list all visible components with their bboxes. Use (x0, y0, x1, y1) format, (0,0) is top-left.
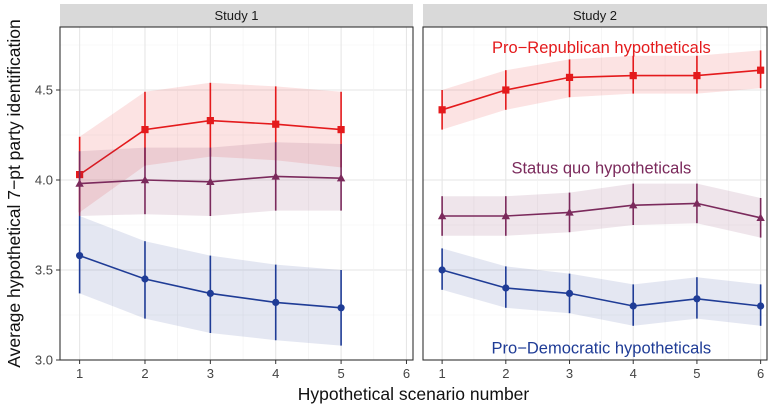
series-line (442, 202, 761, 219)
x-tick-label: 3 (566, 366, 573, 381)
x-tick-label: 2 (502, 366, 509, 381)
series-line (441, 269, 761, 307)
data-point-circle (76, 252, 84, 260)
data-point-circle (272, 298, 280, 306)
data-point-circle (565, 289, 574, 297)
data-point-square (629, 72, 637, 80)
x-tick-label: 4 (630, 366, 637, 381)
x-tick-label: 3 (207, 366, 214, 381)
data-point-circle (438, 266, 446, 274)
x-axis-label: Hypothetical scenario number (298, 384, 530, 404)
data-point-triangle (140, 175, 150, 184)
data-point-square (565, 73, 574, 81)
data-point-square (757, 66, 765, 74)
data-point-triangle (692, 199, 702, 207)
series-annotation: Status quo hypotheticals (511, 159, 691, 177)
data-point-triangle (336, 173, 346, 182)
data-point-square (502, 86, 510, 94)
data-point-triangle (629, 200, 638, 209)
panel-strip (423, 4, 767, 27)
y-tick-label: 4.5 (35, 83, 53, 98)
panel-strip (60, 4, 413, 27)
panel-border (59, 26, 414, 361)
data-point-square (141, 126, 149, 134)
panel-1: Study 1 1 2 3 4 5 6 (59, 4, 414, 381)
y-tick-label: 3.0 (35, 353, 53, 368)
x-tick-label: 5 (693, 366, 700, 381)
data-point-triangle (756, 213, 765, 221)
data-point-circle (206, 289, 214, 297)
x-tick-label: 4 (272, 366, 279, 381)
x-tick-label: 6 (757, 366, 764, 381)
series-circle (438, 248, 765, 326)
panel-background (423, 27, 767, 360)
data-point-triangle (75, 179, 84, 187)
data-point-square (206, 117, 214, 125)
data-point-circle (629, 302, 637, 310)
y-axis-label: Average hypothetical 7−pt party identifi… (4, 19, 24, 367)
data-point-square (693, 72, 701, 80)
data-point-triangle (271, 172, 280, 180)
x-tick-label: 6 (403, 366, 410, 381)
x-tick-label: 5 (337, 366, 344, 381)
x-tick-label: 1 (438, 366, 445, 381)
data-point-circle (757, 302, 765, 310)
data-point-triangle (437, 211, 447, 220)
data-point-square (438, 106, 446, 114)
data-point-square (272, 120, 280, 128)
data-point-circle (693, 295, 701, 303)
panel-border (422, 26, 768, 361)
confidence-band (442, 248, 761, 326)
data-point-circle (141, 275, 149, 283)
y-tick-label: 4.0 (35, 173, 53, 188)
panel-2: Study 2 Pro−Republican hypotheticals Statu… (422, 4, 768, 381)
series-line (441, 69, 761, 111)
data-point-triangle (206, 177, 215, 185)
confidence-band (442, 50, 761, 130)
y-tick-label: 3.5 (35, 263, 53, 278)
data-point-triangle (565, 208, 574, 216)
data-point-circle (337, 304, 345, 312)
panel-title: Study 2 (573, 8, 617, 23)
data-point-circle (502, 284, 510, 292)
confidence-band (442, 183, 761, 238)
series-square (438, 50, 765, 130)
series-annotation: Pro−Democratic hypotheticals (492, 339, 712, 357)
panel-background (60, 27, 413, 360)
x-tick-label: 1 (76, 366, 83, 381)
panel-title: Study 1 (214, 8, 258, 23)
series-circle (76, 216, 345, 346)
series-triangle (75, 142, 346, 216)
data-point-triangle (501, 211, 511, 220)
data-point-square (337, 126, 345, 134)
x-tick-label: 2 (141, 366, 148, 381)
series-triangle (437, 183, 765, 238)
series-annotation: Pro−Republican hypotheticals (492, 39, 711, 57)
